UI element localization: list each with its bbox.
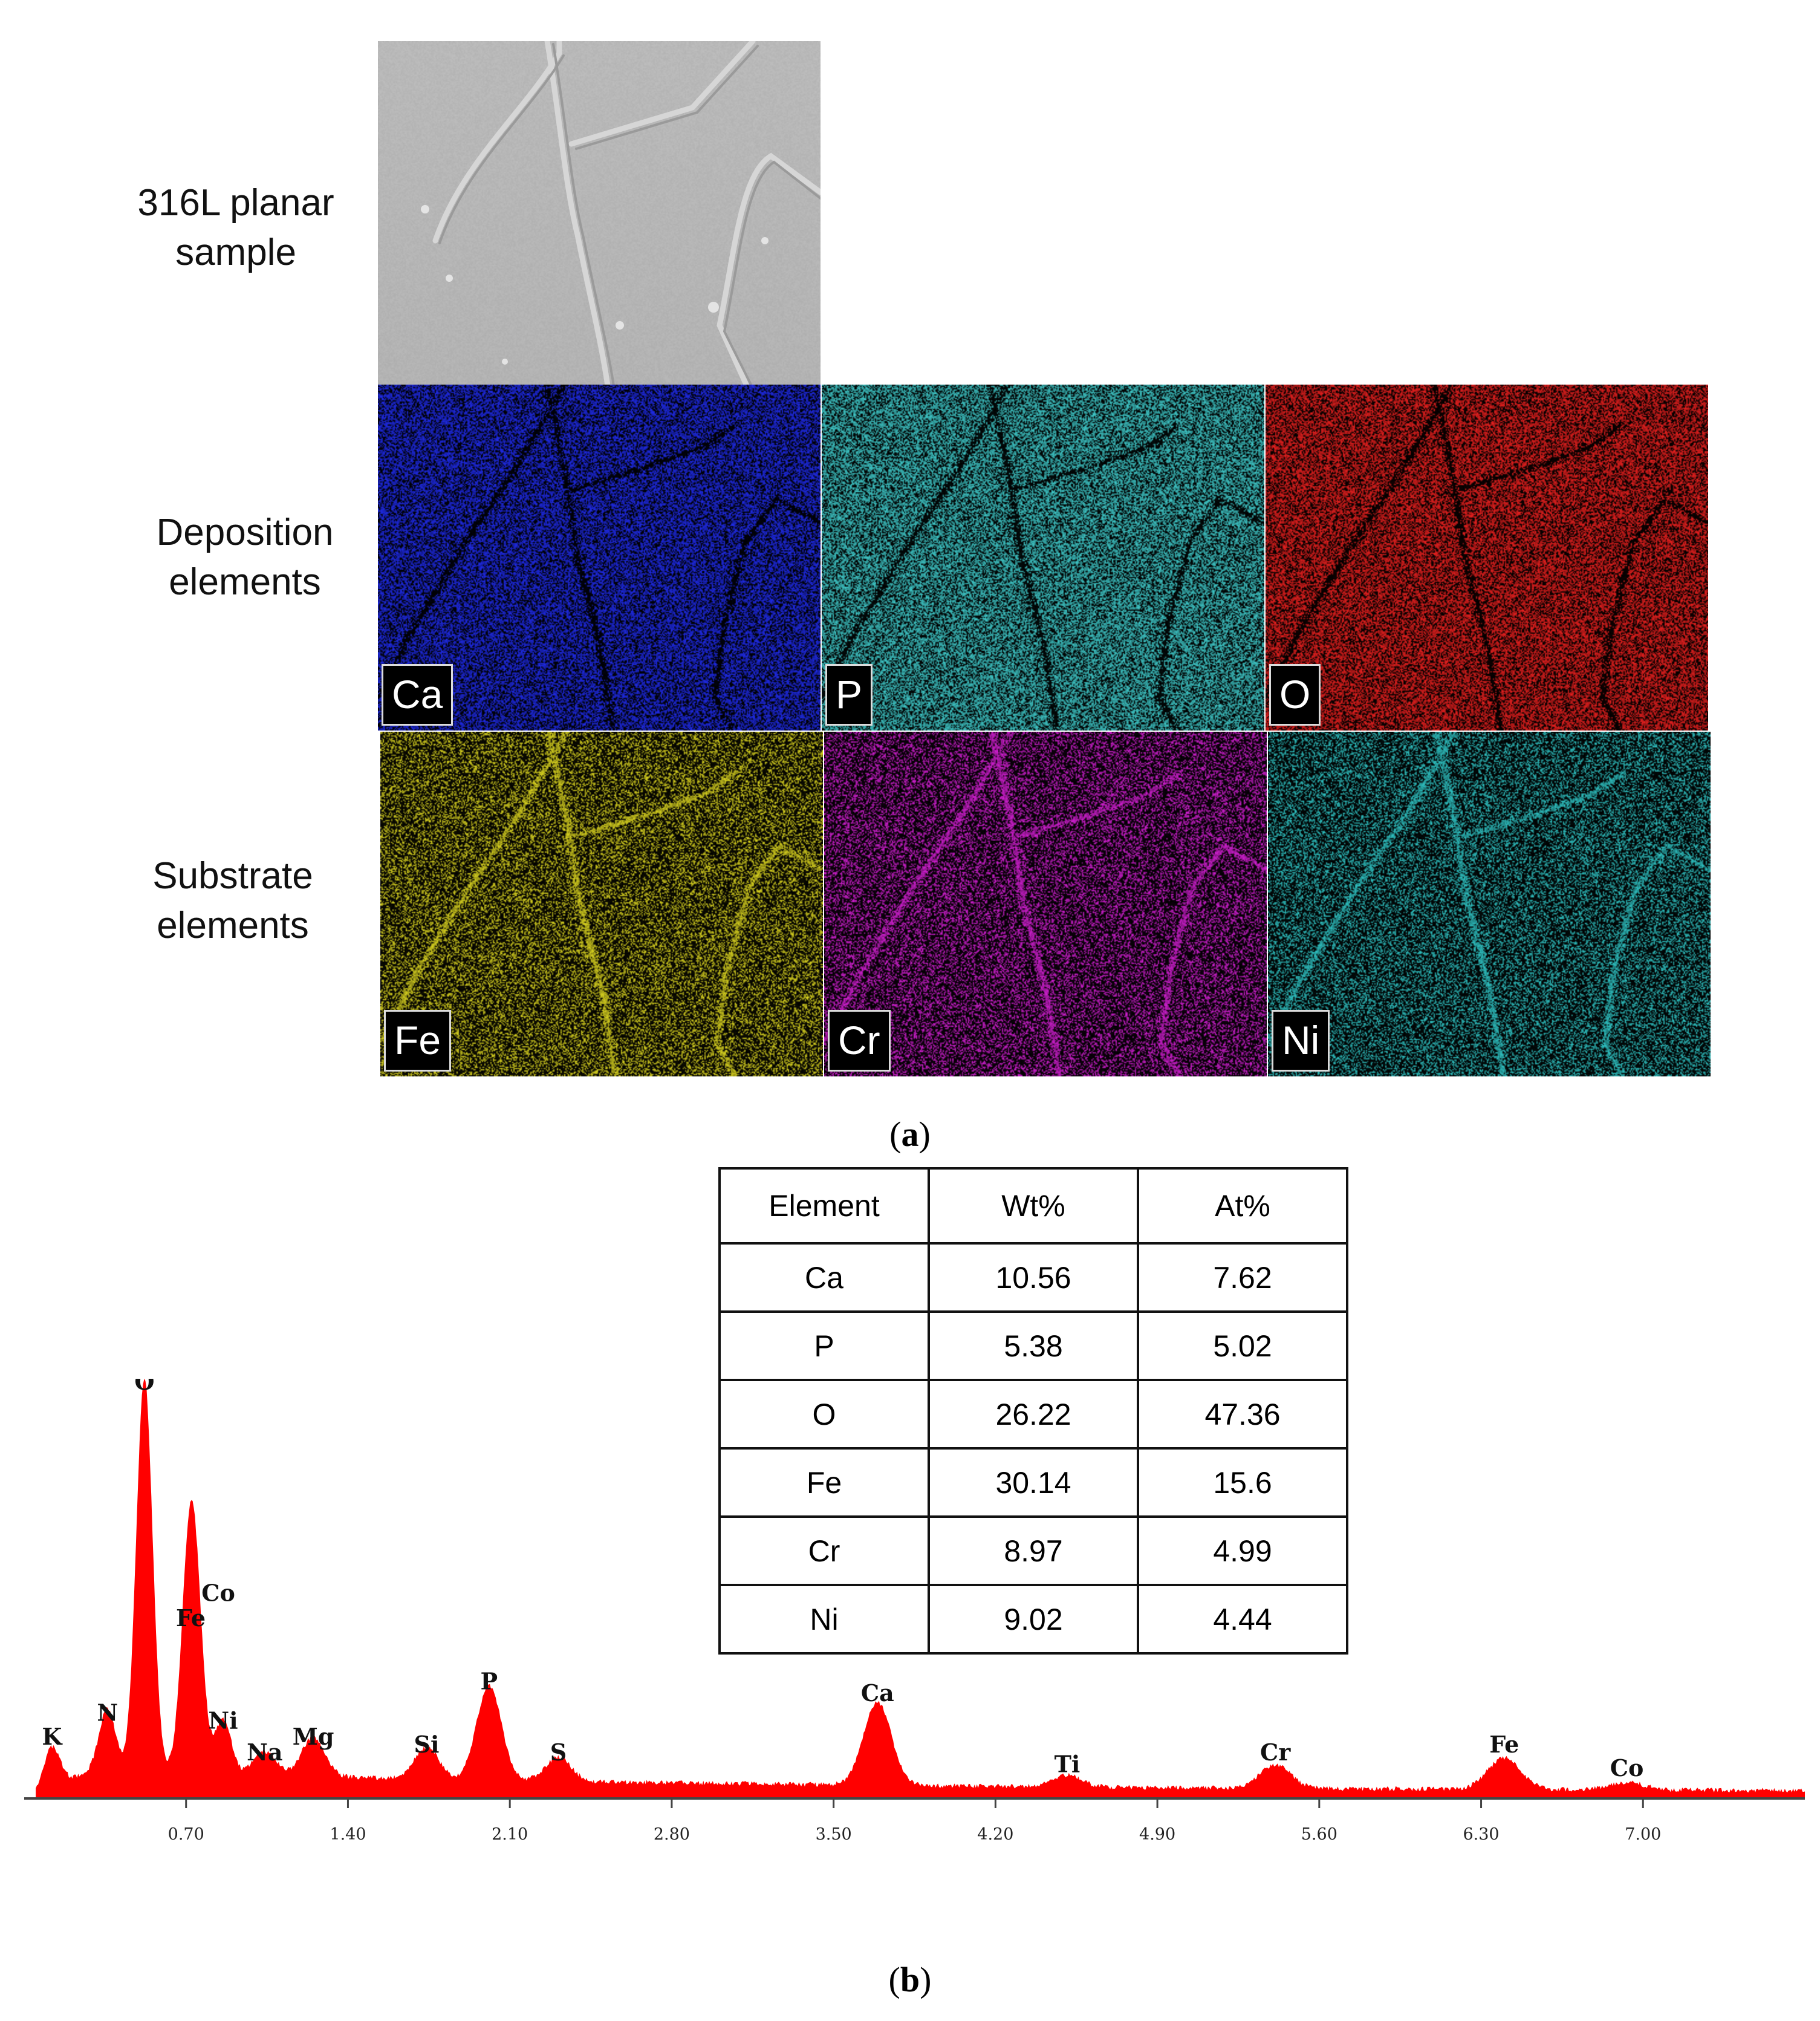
table-row: Cr 8.97 4.99 — [718, 1515, 1348, 1586]
x-tick-label: 5.60 — [1301, 1825, 1337, 1844]
cell-at: 4.44 — [1137, 1584, 1348, 1655]
peak-label-s: S — [550, 1739, 567, 1766]
x-tick-label: 0.70 — [168, 1825, 204, 1844]
peak-label-k: K — [42, 1723, 63, 1750]
cell-element: Ca — [718, 1242, 930, 1313]
map-o-label: O — [1269, 664, 1321, 726]
map-ni: Ni — [1268, 732, 1711, 1076]
header-element: Element — [718, 1167, 930, 1245]
peak-label-p: P — [480, 1668, 498, 1695]
map-p-canvas — [822, 385, 1264, 731]
peak-label-mg: Mg — [293, 1723, 334, 1750]
map-o: O — [1266, 385, 1708, 731]
map-ni-canvas — [1268, 732, 1711, 1076]
peak-label-n: N — [97, 1699, 118, 1726]
caption-a: (a) — [889, 1115, 931, 1154]
row-label-sample: 316L planar sample — [137, 182, 334, 273]
row-label-substrate: Substrate elements — [152, 855, 313, 946]
sem-image — [378, 41, 821, 386]
cell-wt: 26.22 — [928, 1379, 1139, 1450]
peak-label-fe: Fe — [176, 1604, 206, 1632]
x-tick-label: 6.30 — [1463, 1825, 1499, 1844]
cell-element: O — [718, 1379, 930, 1450]
x-axis-ticks: 0.70 1.40 2.10 2.80 3.50 4.20 4.90 5.60 6.30 7.00 — [168, 1798, 1661, 1844]
x-tick-label: 4.20 — [977, 1825, 1013, 1844]
composition-table: Element Wt% At% Ca 10.56 7.62 P 5.38 5.0… — [718, 1167, 1348, 1655]
cell-at: 15.6 — [1137, 1447, 1348, 1518]
cell-at: 47.36 — [1137, 1379, 1348, 1450]
x-tick-label: 1.40 — [330, 1825, 366, 1844]
cell-wt: 8.97 — [928, 1515, 1139, 1586]
x-tick-label: 2.10 — [492, 1825, 528, 1844]
cell-wt: 30.14 — [928, 1447, 1139, 1518]
cell-element: Fe — [718, 1447, 930, 1518]
table-row: O 26.22 47.36 — [718, 1379, 1348, 1450]
map-ca: Ca — [378, 385, 821, 731]
map-cr-canvas — [824, 732, 1267, 1076]
map-cr-label: Cr — [828, 1010, 891, 1072]
peak-label-ti: Ti — [1055, 1750, 1081, 1777]
cell-element: Cr — [718, 1515, 930, 1586]
peak-label-co: Co — [1610, 1754, 1644, 1782]
table-row: Ni 9.02 4.44 — [718, 1584, 1348, 1655]
caption-b: (b) — [888, 1960, 932, 1999]
sem-grain-boundaries — [421, 41, 821, 386]
cell-wt: 9.02 — [928, 1584, 1139, 1655]
peak-label-cr: Cr — [1260, 1739, 1291, 1766]
x-tick-label: 2.80 — [654, 1825, 690, 1844]
cell-element: Ni — [718, 1584, 930, 1655]
peak-label-o: O — [134, 1379, 154, 1395]
header-wt: Wt% — [928, 1167, 1139, 1245]
header-at: At% — [1137, 1167, 1348, 1245]
row-label-deposition: Deposition elements — [156, 512, 334, 603]
x-tick-label: 3.50 — [816, 1825, 852, 1844]
map-ca-label: Ca — [382, 664, 453, 726]
map-p: P — [822, 385, 1264, 731]
table-row: P 5.38 5.02 — [718, 1310, 1348, 1381]
map-o-canvas — [1266, 385, 1708, 731]
map-cr: Cr — [824, 732, 1267, 1076]
cell-wt: 10.56 — [928, 1242, 1139, 1313]
cell-at: 5.02 — [1137, 1310, 1348, 1381]
peak-label-fe: Fe — [1489, 1731, 1519, 1758]
table-row: Ca 10.56 7.62 — [718, 1242, 1348, 1313]
x-tick-label: 7.00 — [1625, 1825, 1661, 1844]
peak-label-na: Na — [247, 1739, 282, 1766]
eds-spectrum-chart: 0.70 1.40 2.10 2.80 3.50 4.20 4.90 5.60 6.30 7.00… — [24, 1379, 1805, 1844]
cell-at: 4.99 — [1137, 1515, 1348, 1586]
map-fe-label: Fe — [384, 1010, 452, 1072]
peak-label-si: Si — [414, 1731, 440, 1758]
map-ni-label: Ni — [1272, 1010, 1330, 1072]
map-fe-canvas — [380, 732, 823, 1076]
map-fe: Fe — [380, 732, 823, 1076]
peak-label-ca: Ca — [861, 1679, 894, 1707]
cell-wt: 5.38 — [928, 1310, 1139, 1381]
map-p-label: P — [825, 664, 873, 726]
peak-label-co: Co — [201, 1579, 235, 1606]
table-header-row: Element Wt% At% — [718, 1167, 1348, 1245]
cell-at: 7.62 — [1137, 1242, 1348, 1313]
table-row: Fe 30.14 15.6 — [718, 1447, 1348, 1518]
x-tick-label: 4.90 — [1139, 1825, 1175, 1844]
peak-label-ni: Ni — [208, 1707, 238, 1734]
cell-element: P — [718, 1310, 930, 1381]
spectrum-area — [36, 1379, 1805, 1797]
